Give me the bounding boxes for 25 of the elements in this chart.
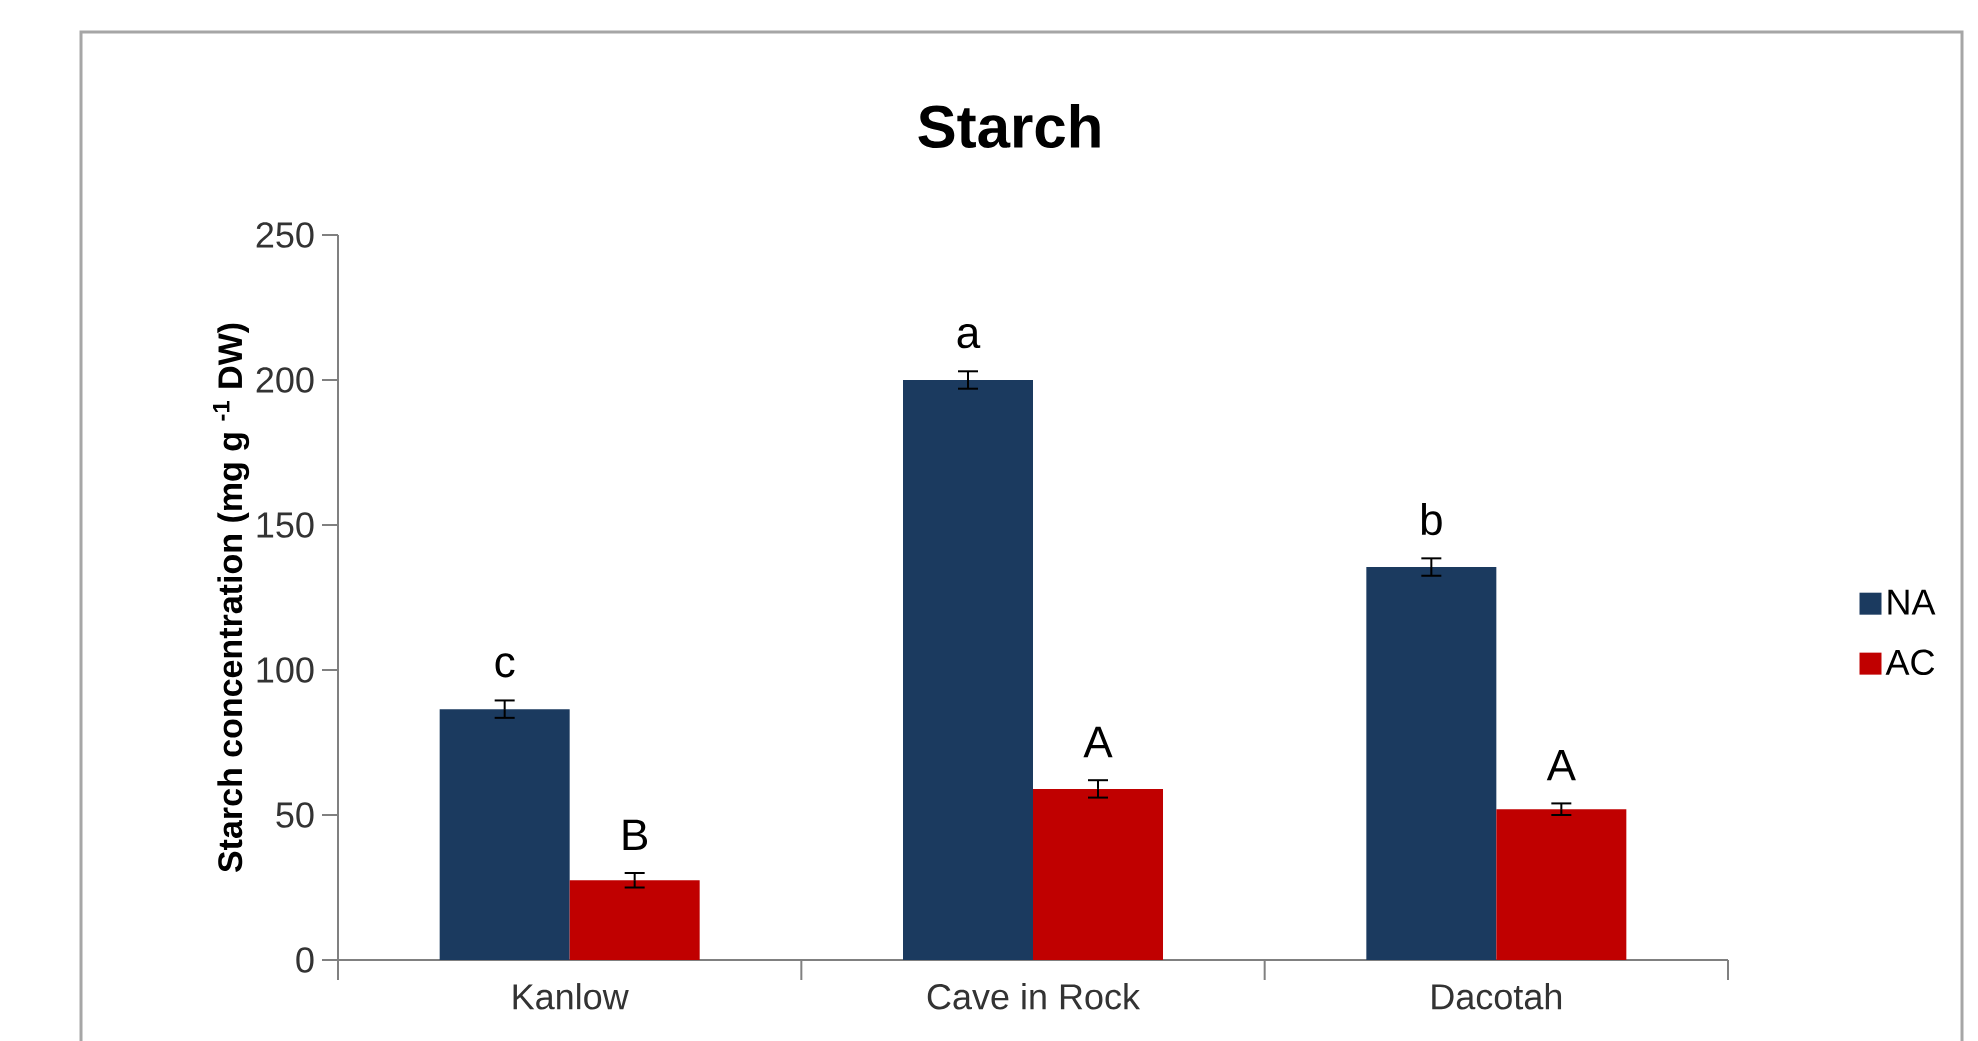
chart-title: Starch: [918, 103, 1100, 149]
annotation: B: [623, 819, 648, 850]
annotation: b: [1421, 502, 1442, 536]
bar: [1033, 788, 1164, 960]
bar: [439, 709, 570, 960]
y-tick-label: 250: [256, 222, 314, 248]
annotation: A: [1546, 750, 1576, 781]
y-axis-title: Starch concentration (mg g $^{-1}$ DW): [213, 323, 250, 873]
y-tick-label: 150: [257, 512, 314, 538]
y-tick-label: 0: [296, 947, 314, 973]
bar: [1496, 809, 1627, 960]
bar: [1366, 567, 1497, 960]
y-tick-label: 200: [256, 367, 314, 393]
bar: [569, 880, 700, 960]
x-tick-label: Kanlow: [513, 983, 629, 1010]
annotation: A: [1083, 726, 1113, 758]
annotation: a: [957, 324, 981, 349]
y-tick-label: 100: [257, 657, 314, 683]
y-tick-label: 50: [276, 802, 314, 828]
legend-label: NA: [1888, 589, 1936, 615]
annotation: c: [495, 653, 515, 678]
x-tick-label: Cave in Rock: [927, 983, 1141, 1010]
bar: [903, 380, 1033, 960]
x-tick-label: Dacotah: [1432, 983, 1562, 1010]
legend-label: AC: [1885, 649, 1935, 676]
